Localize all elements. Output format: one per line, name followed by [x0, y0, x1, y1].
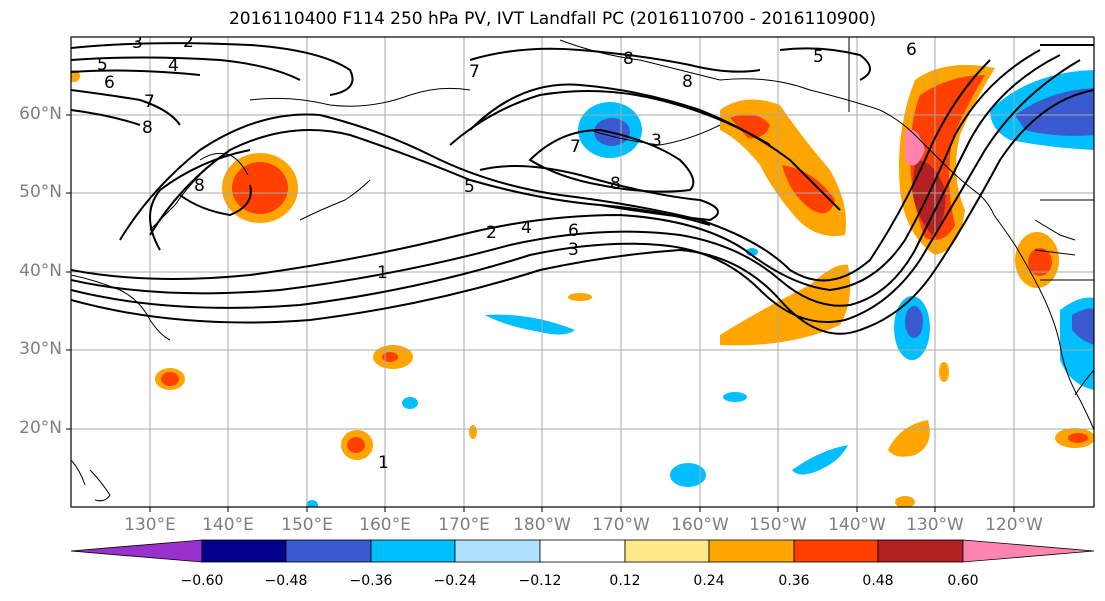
axis-ticks [66, 114, 1015, 512]
lon-label: 170°E [438, 515, 490, 535]
contour-label: 2 [183, 32, 194, 52]
colorbar-tick-label: −0.12 [518, 573, 562, 589]
colorbar-tick-label: −0.24 [433, 573, 477, 589]
colorbar-tick-label: 0.48 [862, 573, 894, 589]
lon-label: 120°W [985, 515, 1043, 535]
positive-anomaly [895, 496, 915, 507]
contour-label: 7 [144, 92, 155, 112]
lat-label: 50°N [19, 182, 62, 202]
contour-label: 4 [168, 56, 179, 76]
colorbar-tick-label: 0.12 [609, 573, 641, 589]
lon-label: 170°W [592, 515, 650, 535]
contour-label: 8 [623, 49, 634, 69]
positive-anomaly [912, 160, 946, 235]
positive-anomaly [469, 425, 477, 439]
positive-anomaly [232, 162, 288, 214]
colorbar-segment [285, 539, 372, 563]
contour-label: 5 [464, 177, 475, 197]
colorbar-tick-label: −0.60 [180, 573, 224, 589]
colorbar-segment [370, 539, 456, 563]
colorbar-tick-label: −0.36 [349, 573, 393, 589]
negative-anomaly [670, 463, 706, 487]
positive-anomaly [782, 165, 835, 214]
lat-label: 30°N [19, 339, 62, 359]
contour-label: 8 [194, 176, 205, 196]
colorbar [70, 539, 1095, 563]
contour-label: 3 [568, 240, 579, 260]
lon-label: 180°W [513, 515, 571, 535]
negative-anomaly [1072, 308, 1094, 345]
contour-label: 5 [813, 47, 824, 67]
negative-anomaly [402, 397, 418, 409]
negative-anomaly [905, 306, 923, 338]
contour-label: 6 [104, 73, 115, 93]
map-title: 2016110400 F114 250 hPa PV, IVT Landfall… [228, 9, 876, 29]
positive-anomaly [730, 114, 770, 139]
positive-anomaly [347, 437, 365, 453]
negative-anomaly [485, 314, 575, 335]
colorbar-extend-max [962, 539, 1095, 563]
positive-anomaly [71, 70, 80, 82]
positive-anomaly [888, 420, 930, 457]
colorbar-segment [877, 539, 964, 563]
contour-label: 6 [568, 221, 579, 241]
colorbar-tick-label: 0.60 [947, 573, 979, 589]
contour-label: 1 [377, 263, 388, 283]
colorbar-tick-label: 0.36 [778, 573, 810, 589]
positive-anomaly [161, 372, 179, 386]
negative-anomaly [792, 445, 848, 475]
negative-anomaly [723, 392, 747, 402]
contour-labels: 2 3 5 4 6 7 8 8 8 1 2 3 4 5 6 7 8 3 8 5 … [97, 32, 917, 473]
lat-label: 60°N [19, 104, 62, 124]
contour-label: 1 [378, 453, 389, 473]
colorbar-segment [539, 539, 626, 563]
contour-label: 8 [142, 118, 153, 138]
colorbar-tick-label: −0.48 [264, 573, 308, 589]
lon-label: 130°E [124, 515, 176, 535]
colorbar-segment [201, 539, 287, 563]
contour-label: 4 [521, 218, 532, 238]
colorbar-segment [793, 539, 879, 563]
positive-anomaly [1068, 433, 1088, 443]
lon-label: 140°W [828, 515, 886, 535]
contour-label: 2 [486, 223, 497, 243]
pv-contours [71, 42, 1094, 335]
contour-label: 6 [906, 40, 917, 60]
lon-label: 150°W [749, 515, 807, 535]
positive-anomaly [568, 293, 592, 301]
negative-anomaly [306, 500, 318, 507]
lon-label: 130°W [906, 515, 964, 535]
positive-anomaly [382, 352, 398, 362]
positive-anomaly [1028, 248, 1052, 276]
colorbar-segment [624, 539, 710, 563]
positive-anomaly [939, 362, 949, 382]
positive-anomaly [905, 129, 925, 166]
lon-label: 150°E [281, 515, 333, 535]
lon-label: 160°E [359, 515, 411, 535]
colorbar-extend-min [70, 539, 203, 563]
contour-label: 3 [651, 131, 662, 151]
lat-label: 40°N [19, 261, 62, 281]
contour-label: 3 [132, 33, 143, 53]
contour-label: 8 [610, 174, 621, 194]
contour-label: 7 [469, 62, 480, 82]
negative-anomaly [1015, 88, 1094, 136]
contour-label: 8 [682, 72, 693, 92]
lon-label: 160°W [671, 515, 729, 535]
contour-label: 7 [570, 137, 581, 157]
colorbar-segment [454, 539, 541, 563]
colorbar-tick-label: 0.24 [693, 573, 725, 589]
graticule [71, 37, 1094, 507]
lat-label: 20°N [19, 418, 62, 438]
colorbar-segment [708, 539, 795, 563]
lon-label: 140°E [202, 515, 254, 535]
contour-label: 5 [97, 55, 108, 75]
